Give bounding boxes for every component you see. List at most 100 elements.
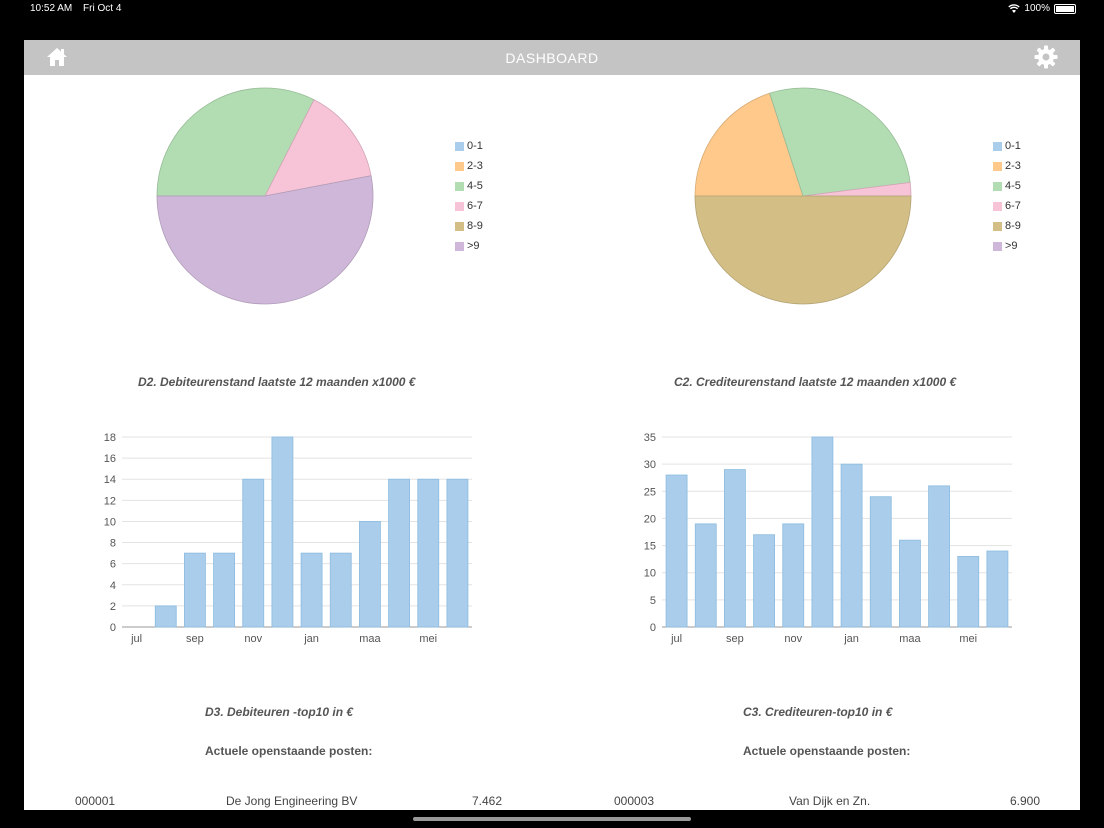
app-window: DASHBOARD 0-1 2-3 4-5 6-7 8-9 >9 0	[24, 40, 1080, 810]
bar-nov	[782, 523, 805, 628]
x-tick-label: sep	[186, 633, 204, 645]
bar-nov	[242, 478, 265, 628]
bar-okt	[753, 534, 775, 628]
y-tick-label: 14	[104, 474, 116, 486]
legend-swatch	[455, 161, 464, 171]
y-tick-label: 0	[110, 622, 116, 634]
bar-jun	[446, 478, 469, 628]
bar-dec	[811, 436, 834, 628]
x-tick-label: maa	[899, 633, 921, 645]
legend-item-6-7: 6-7	[455, 196, 483, 216]
legend-swatch	[455, 241, 464, 251]
battery-icon	[1054, 3, 1076, 14]
y-tick-label: 6	[110, 559, 116, 571]
bar-jan	[840, 463, 863, 628]
debtor-amount: 7.462	[472, 794, 503, 808]
bar-maa	[899, 539, 921, 628]
legend-item-8-9: 8-9	[455, 216, 483, 236]
home-icon	[47, 48, 67, 66]
creditor-code: 000003	[614, 794, 655, 808]
x-tick-label: nov	[784, 633, 802, 645]
pie-slice-8-9	[694, 195, 912, 305]
legend-swatch	[993, 221, 1002, 231]
y-tick-label: 0	[650, 622, 656, 634]
legend-label: 6-7	[467, 200, 483, 212]
bar-okt	[213, 552, 235, 628]
bar-maa	[359, 521, 381, 628]
debtor-code: 000001	[75, 794, 116, 808]
x-tick-label: sep	[726, 633, 744, 645]
bar-feb	[329, 552, 352, 628]
legend-left: 0-1 2-3 4-5 6-7 8-9 >9	[455, 136, 483, 256]
section-title-c2: C2. Crediteurenstand laatste 12 maanden …	[674, 375, 957, 389]
pie-chart-right	[694, 87, 912, 305]
legend-item-0-1: 0-1	[993, 136, 1021, 156]
legend-label: 6-7	[1005, 200, 1021, 212]
bar-feb	[869, 496, 892, 628]
legend-swatch	[455, 181, 464, 191]
y-tick-label: 2	[110, 601, 116, 613]
bar-chart-left: 0 2 4 6 8 10 12 14 16 18 jul sep nov jan maa mei	[104, 432, 472, 645]
legend-item-2-3: 2-3	[455, 156, 483, 176]
legend-label: 8-9	[467, 220, 483, 232]
legend-item-4-5: 4-5	[455, 176, 483, 196]
legend-label: 2-3	[1005, 160, 1021, 172]
y-tick-label: 10	[104, 516, 116, 528]
pie-slice->9	[156, 175, 374, 305]
legend-right: 0-1 2-3 4-5 6-7 8-9 >9	[993, 136, 1021, 256]
legend-item->9: >9	[455, 236, 483, 256]
legend-item-6-7: 6-7	[993, 196, 1021, 216]
home-indicator[interactable]	[413, 817, 691, 821]
y-tick-label: 20	[644, 513, 656, 525]
legend-swatch	[455, 141, 464, 151]
section-title-d3: D3. Debiteuren -top10 in €	[205, 705, 354, 719]
pie-slice-6-7	[264, 99, 372, 197]
bar-jul	[665, 474, 688, 628]
page-title: DASHBOARD	[505, 50, 599, 66]
creditor-amount: 6.900	[1010, 794, 1041, 808]
section-title-d2: D2. Debiteurenstand laatste 12 maanden x…	[138, 375, 416, 389]
legend-label: >9	[1005, 240, 1018, 252]
pie-slice-2-3	[694, 92, 804, 197]
legend-swatch	[993, 201, 1002, 211]
legend-item-2-3: 2-3	[993, 156, 1021, 176]
bar-sep	[184, 552, 206, 628]
y-tick-label: 15	[644, 541, 656, 553]
bar-apr	[928, 485, 950, 628]
settings-button[interactable]	[1034, 45, 1058, 69]
status-bar: 10:52 AM Fri Oct 4 100%	[0, 0, 1104, 18]
gear-icon	[1034, 45, 1058, 69]
legend-swatch	[993, 161, 1002, 171]
x-tick-label: nov	[244, 633, 262, 645]
open-items-label-left: Actuele openstaande posten:	[205, 744, 373, 758]
y-tick-label: 8	[110, 538, 116, 550]
bar-chart-right: 0 5 10 15 20 25 30 35 jul sep nov jan maa mei	[644, 432, 1012, 645]
legend-item-8-9: 8-9	[993, 216, 1021, 236]
bar-aug	[154, 605, 177, 628]
x-tick-label: jan	[303, 633, 319, 645]
legend-item->9: >9	[993, 236, 1021, 256]
y-tick-label: 5	[650, 595, 656, 607]
y-tick-label: 25	[644, 486, 656, 498]
bar-jan	[300, 552, 323, 628]
legend-swatch	[993, 141, 1002, 151]
bar-mei	[417, 478, 440, 628]
legend-label: 4-5	[467, 180, 483, 192]
open-items-label-right: Actuele openstaande posten:	[743, 744, 911, 758]
status-date: Fri Oct 4	[83, 3, 122, 14]
y-tick-label: 4	[110, 580, 116, 592]
bar-jun	[986, 550, 1009, 628]
pie-slice-4-5	[769, 87, 911, 197]
status-time: 10:52 AM	[30, 3, 73, 14]
legend-label: >9	[467, 240, 480, 252]
x-tick-label: mei	[419, 633, 437, 645]
y-tick-label: 12	[104, 495, 116, 507]
y-tick-label: 16	[104, 453, 116, 465]
legend-label: 0-1	[467, 140, 483, 152]
x-tick-label: jul	[130, 633, 142, 645]
navbar: DASHBOARD	[24, 40, 1080, 75]
pie-slice-4-5	[156, 87, 315, 197]
wifi-icon	[1008, 4, 1021, 13]
home-button[interactable]	[46, 46, 68, 68]
bar-apr	[388, 478, 410, 628]
